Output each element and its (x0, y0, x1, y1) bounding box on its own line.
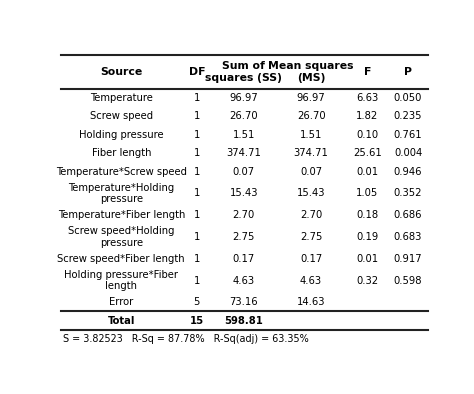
Text: 0.10: 0.10 (356, 130, 378, 140)
Text: Total: Total (108, 316, 135, 326)
Text: 1: 1 (193, 210, 200, 220)
Text: 6.63: 6.63 (356, 93, 378, 103)
Text: Sum of
squares (SS): Sum of squares (SS) (205, 61, 282, 83)
Text: 26.70: 26.70 (229, 112, 258, 121)
Text: Temperature*Holding
pressure: Temperature*Holding pressure (68, 182, 174, 204)
Text: Holding pressure: Holding pressure (79, 130, 164, 140)
Text: 374.71: 374.71 (294, 148, 328, 158)
Text: 15: 15 (190, 316, 204, 326)
Text: 96.97: 96.97 (297, 93, 326, 103)
Text: 1: 1 (193, 254, 200, 264)
Text: 0.946: 0.946 (394, 167, 422, 177)
Text: Screw speed*Holding
pressure: Screw speed*Holding pressure (68, 226, 174, 248)
Text: Fiber length: Fiber length (91, 148, 151, 158)
Text: 0.050: 0.050 (394, 93, 422, 103)
Text: 2.75: 2.75 (300, 232, 322, 242)
Text: 5: 5 (193, 297, 200, 307)
Text: 0.07: 0.07 (233, 167, 255, 177)
Text: Error: Error (109, 297, 133, 307)
Text: Mean squares
(MS): Mean squares (MS) (268, 61, 354, 83)
Text: 0.235: 0.235 (394, 112, 422, 121)
Text: P: P (404, 67, 412, 77)
Text: 0.598: 0.598 (394, 275, 422, 286)
Text: 0.19: 0.19 (356, 232, 378, 242)
Text: 1.05: 1.05 (356, 188, 378, 199)
Text: 15.43: 15.43 (229, 188, 258, 199)
Text: 25.61: 25.61 (353, 148, 382, 158)
Text: F: F (364, 67, 371, 77)
Text: 1: 1 (193, 112, 200, 121)
Text: 2.75: 2.75 (233, 232, 255, 242)
Text: 96.97: 96.97 (229, 93, 258, 103)
Text: 374.71: 374.71 (226, 148, 261, 158)
Text: 0.761: 0.761 (394, 130, 422, 140)
Text: 1: 1 (193, 167, 200, 177)
Text: 73.16: 73.16 (229, 297, 258, 307)
Text: Temperature: Temperature (90, 93, 153, 103)
Text: 15.43: 15.43 (297, 188, 325, 199)
Text: 1: 1 (193, 148, 200, 158)
Text: 598.81: 598.81 (224, 316, 263, 326)
Text: 0.07: 0.07 (300, 167, 322, 177)
Text: 4.63: 4.63 (300, 275, 322, 286)
Text: Screw speed: Screw speed (90, 112, 153, 121)
Text: 0.32: 0.32 (356, 275, 378, 286)
Text: 26.70: 26.70 (297, 112, 326, 121)
Text: S = 3.82523   R-Sq = 87.78%   R-Sq(adj) = 63.35%: S = 3.82523 R-Sq = 87.78% R-Sq(adj) = 63… (63, 334, 309, 344)
Text: Source: Source (100, 67, 142, 77)
Text: Screw speed*Fiber length: Screw speed*Fiber length (57, 254, 185, 264)
Text: 0.683: 0.683 (394, 232, 422, 242)
Text: 1: 1 (193, 130, 200, 140)
Text: 1: 1 (193, 93, 200, 103)
Text: 0.686: 0.686 (394, 210, 422, 220)
Text: 14.63: 14.63 (297, 297, 325, 307)
Text: 1.51: 1.51 (300, 130, 322, 140)
Text: 0.17: 0.17 (233, 254, 255, 264)
Text: 1.51: 1.51 (233, 130, 255, 140)
Text: 0.352: 0.352 (394, 188, 422, 199)
Text: 0.18: 0.18 (356, 210, 378, 220)
Text: 4.63: 4.63 (233, 275, 255, 286)
Text: 2.70: 2.70 (300, 210, 322, 220)
Text: 0.917: 0.917 (394, 254, 422, 264)
Text: Temperature*Screw speed: Temperature*Screw speed (56, 167, 187, 177)
Text: 2.70: 2.70 (233, 210, 255, 220)
Text: 1: 1 (193, 188, 200, 199)
Text: Temperature*Fiber length: Temperature*Fiber length (58, 210, 185, 220)
Text: Holding pressure*Fiber
length: Holding pressure*Fiber length (64, 270, 178, 291)
Text: DF: DF (189, 67, 205, 77)
Text: 1.82: 1.82 (356, 112, 378, 121)
Text: 0.01: 0.01 (356, 167, 378, 177)
Text: 1: 1 (193, 275, 200, 286)
Text: 0.01: 0.01 (356, 254, 378, 264)
Text: 0.17: 0.17 (300, 254, 322, 264)
Text: 1: 1 (193, 232, 200, 242)
Text: 0.004: 0.004 (394, 148, 422, 158)
